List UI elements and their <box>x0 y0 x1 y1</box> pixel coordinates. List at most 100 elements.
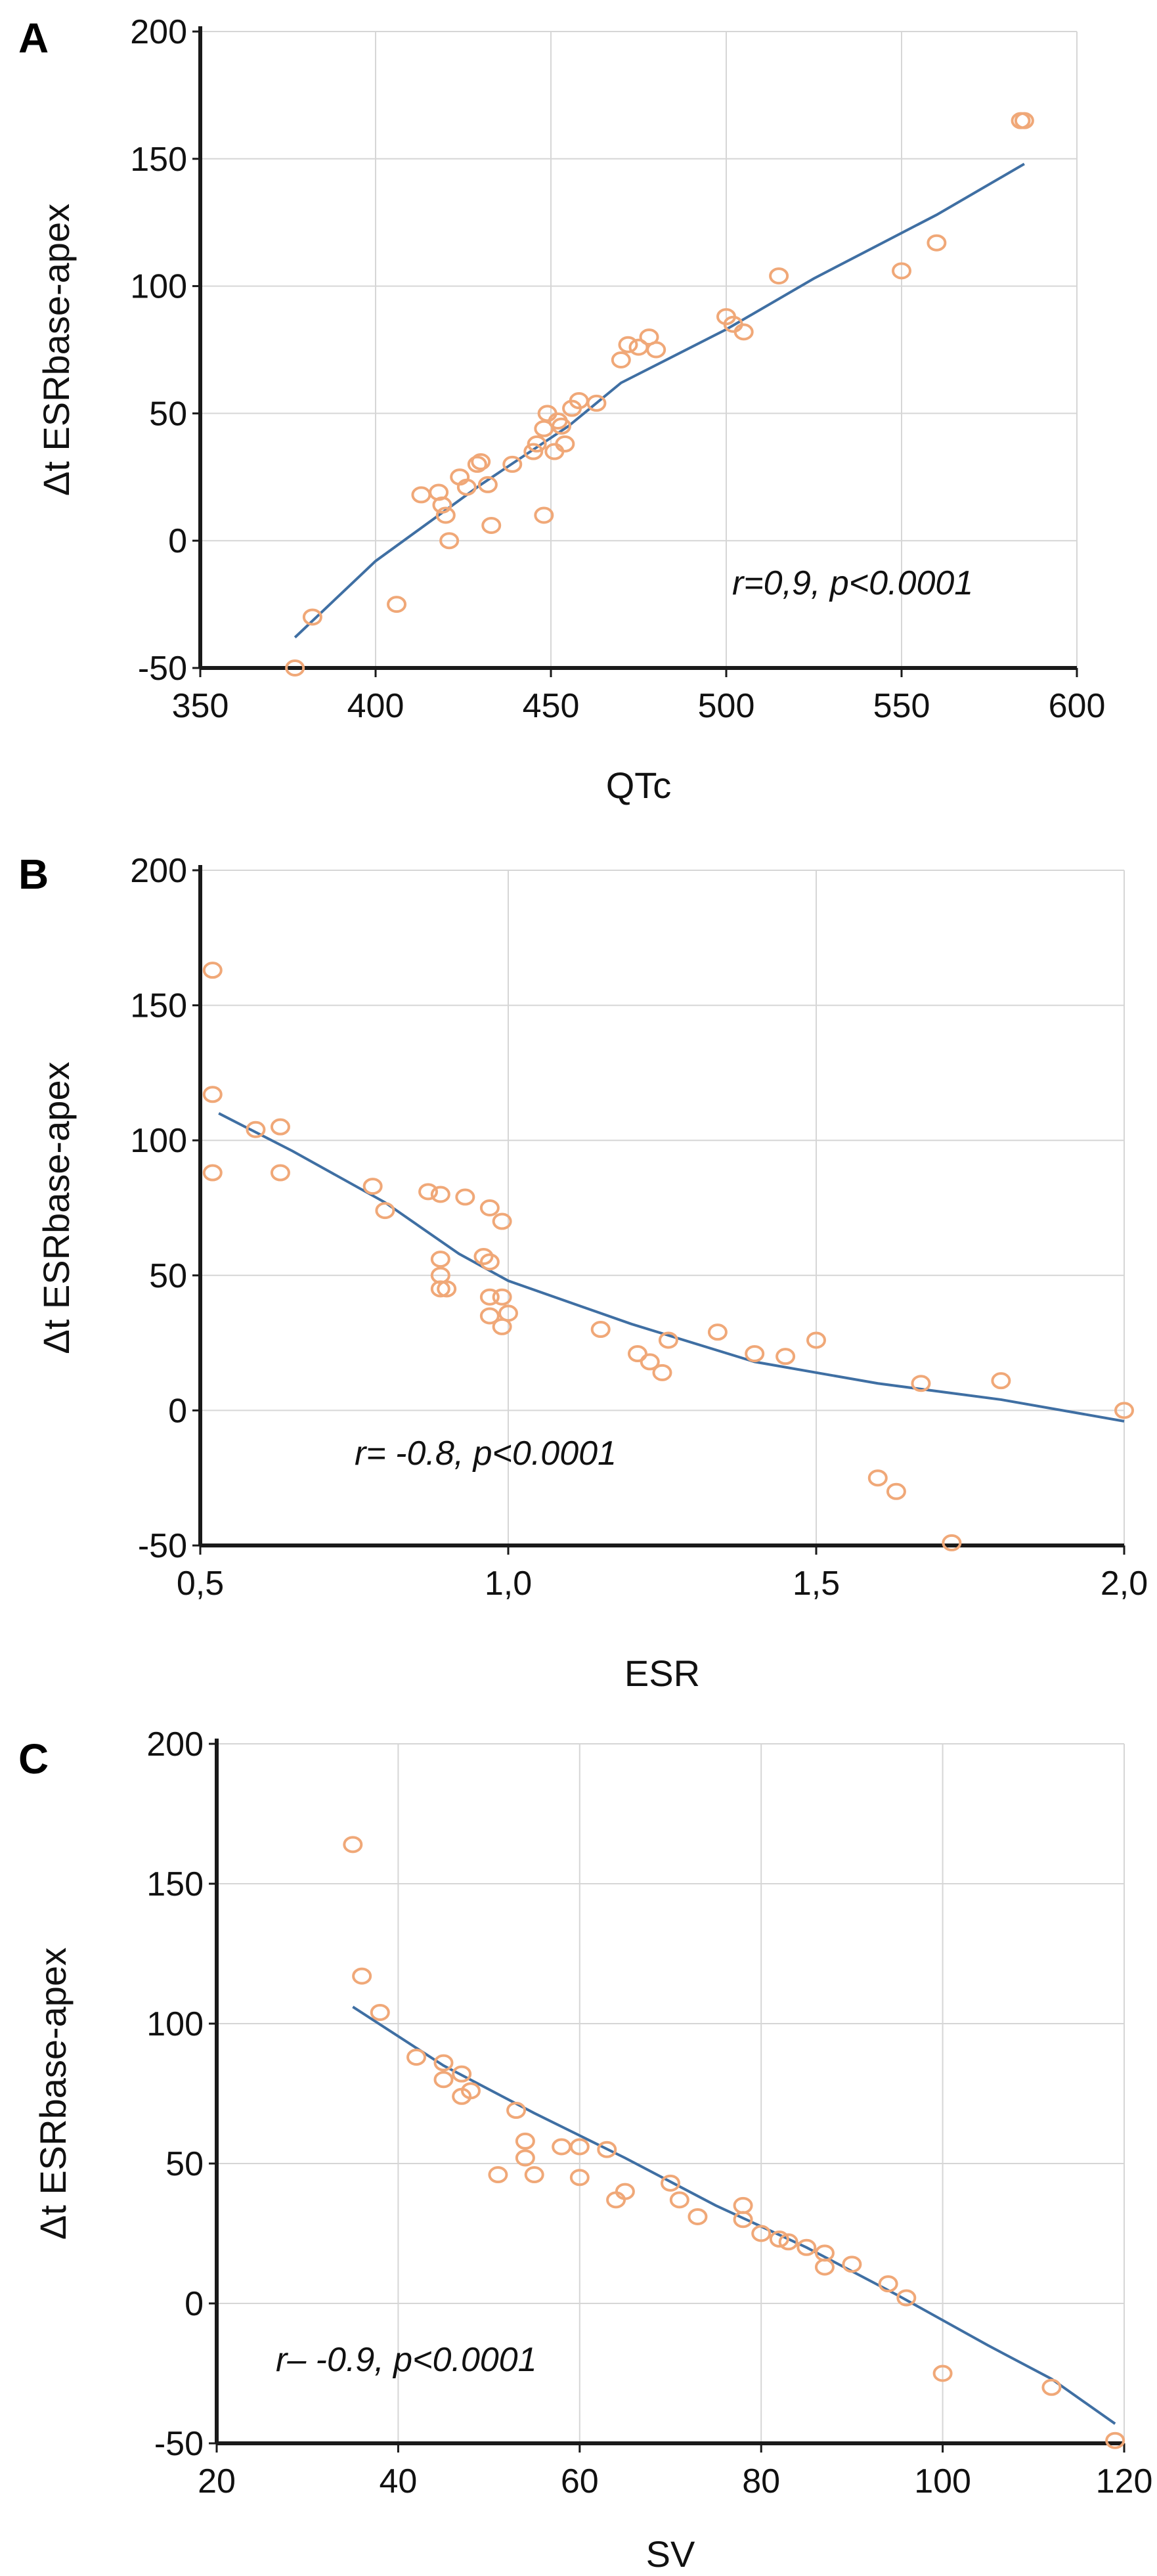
x-tick-label: 2,0 <box>1101 1565 1148 1603</box>
data-point <box>942 1534 962 1551</box>
data-point <box>479 1307 500 1325</box>
x-axis-label: QTc <box>606 765 672 806</box>
data-point <box>492 1212 512 1230</box>
data-point <box>669 2191 689 2209</box>
data-point <box>646 341 666 359</box>
y-tick-label: 150 <box>130 987 187 1025</box>
data-point <box>456 478 477 496</box>
y-tick-label: 0 <box>168 1392 187 1430</box>
data-point <box>418 1183 439 1201</box>
data-point <box>437 1280 457 1298</box>
x-axis-label: SV <box>646 2533 695 2575</box>
data-point <box>430 1186 450 1203</box>
data-point <box>733 2196 753 2214</box>
data-point <box>370 2003 390 2021</box>
y-axis-label: Δt ESRbase-apex <box>35 204 77 496</box>
data-point <box>202 1086 223 1103</box>
data-point <box>778 2233 798 2251</box>
panel-letter: C <box>18 1735 49 1783</box>
data-point <box>814 2258 835 2276</box>
x-tick-label: 120 <box>1096 2462 1153 2500</box>
data-point <box>527 435 547 453</box>
data-point <box>842 2255 862 2273</box>
panel-c-scatter-chart: -50 0 50 100 150 200 20 40 60 80 100 120 SV Δt ESRbas… <box>18 1725 1152 2575</box>
data-point <box>452 2065 472 2083</box>
data-point <box>471 453 491 471</box>
x-tick-label: 550 <box>873 687 930 725</box>
y-tick-label: -50 <box>154 2425 204 2463</box>
y-tick-label: 50 <box>149 1257 187 1295</box>
y-tick-label: 200 <box>146 1725 204 1764</box>
data-point <box>430 1251 450 1268</box>
data-point <box>492 1288 512 1306</box>
data-point <box>688 2208 708 2225</box>
x-tick-label: 400 <box>347 687 404 725</box>
data-point <box>769 2231 789 2248</box>
data-point <box>797 2238 817 2256</box>
x-tick-label: 20 <box>198 2462 236 2500</box>
data-point <box>652 1364 672 1381</box>
data-point <box>439 532 460 550</box>
correlation-annotation: r– -0.9, p<0.0001 <box>276 2341 537 2379</box>
panel-b-scatter-chart: -50 0 50 100 150 200 0,5 1,0 1,5 2,0 ESR Δt ESRbase… <box>18 851 1148 1694</box>
data-point <box>618 336 638 353</box>
data-point <box>892 262 911 280</box>
y-tick-label: 150 <box>146 1865 204 1903</box>
data-point <box>435 506 456 524</box>
data-point <box>611 351 631 369</box>
data-point <box>479 1288 500 1306</box>
data-point <box>362 1178 383 1195</box>
x-tick-label: 100 <box>914 2462 971 2500</box>
x-tick-label: 350 <box>172 687 229 725</box>
data-point <box>1114 1402 1134 1419</box>
data-point <box>927 234 947 252</box>
data-point <box>477 476 498 493</box>
data-point <box>285 659 305 677</box>
data-point <box>524 2166 544 2184</box>
data-point <box>597 2141 617 2158</box>
data-point <box>343 1836 363 1854</box>
data-point <box>460 2082 481 2100</box>
data-point <box>506 2102 527 2120</box>
y-tick-label: 50 <box>149 395 187 433</box>
data-point <box>534 506 554 524</box>
data-point <box>867 1469 888 1487</box>
data-point <box>270 1118 290 1136</box>
data-point <box>202 962 223 979</box>
data-point <box>751 2225 772 2242</box>
y-tick-label: 0 <box>168 522 187 560</box>
data-point <box>270 1164 290 1182</box>
data-point <box>555 435 575 453</box>
data-point <box>430 1280 450 1298</box>
data-point <box>515 2149 535 2167</box>
data-point <box>590 1321 611 1339</box>
data-point <box>745 1345 765 1363</box>
y-tick-label: 100 <box>146 2005 204 2043</box>
data-point <box>661 2174 680 2192</box>
x-tick-label: 1,0 <box>485 1565 532 1603</box>
data-point <box>411 486 431 504</box>
panel-a-scatter-chart: -50 0 50 100 150 200 350 400 450 500 550 600 QTc Δt E… <box>18 13 1105 806</box>
x-tick-label: 600 <box>1049 687 1106 725</box>
data-point <box>479 1199 500 1216</box>
data-point <box>467 455 487 473</box>
y-tick-label: 50 <box>165 2145 204 2183</box>
x-tick-label: 80 <box>742 2462 780 2500</box>
y-tick-label: -50 <box>138 1527 187 1565</box>
data-point <box>658 1331 678 1349</box>
data-point <box>455 1188 475 1206</box>
data-point <box>498 1304 518 1322</box>
data-point <box>502 455 523 473</box>
data-point <box>932 2365 953 2382</box>
data-point <box>433 2054 454 2072</box>
data-point <box>515 2132 535 2150</box>
y-tick-label: 150 <box>130 141 187 179</box>
data-point <box>569 2138 590 2156</box>
data-point <box>375 1202 395 1220</box>
y-tick-label: 0 <box>185 2285 204 2323</box>
data-point <box>202 1164 223 1182</box>
data-point <box>523 443 544 460</box>
correlation-annotation: r= -0.8, p<0.0001 <box>355 1434 617 1473</box>
x-axis-label: ESR <box>624 1653 700 1694</box>
data-point <box>586 394 607 412</box>
